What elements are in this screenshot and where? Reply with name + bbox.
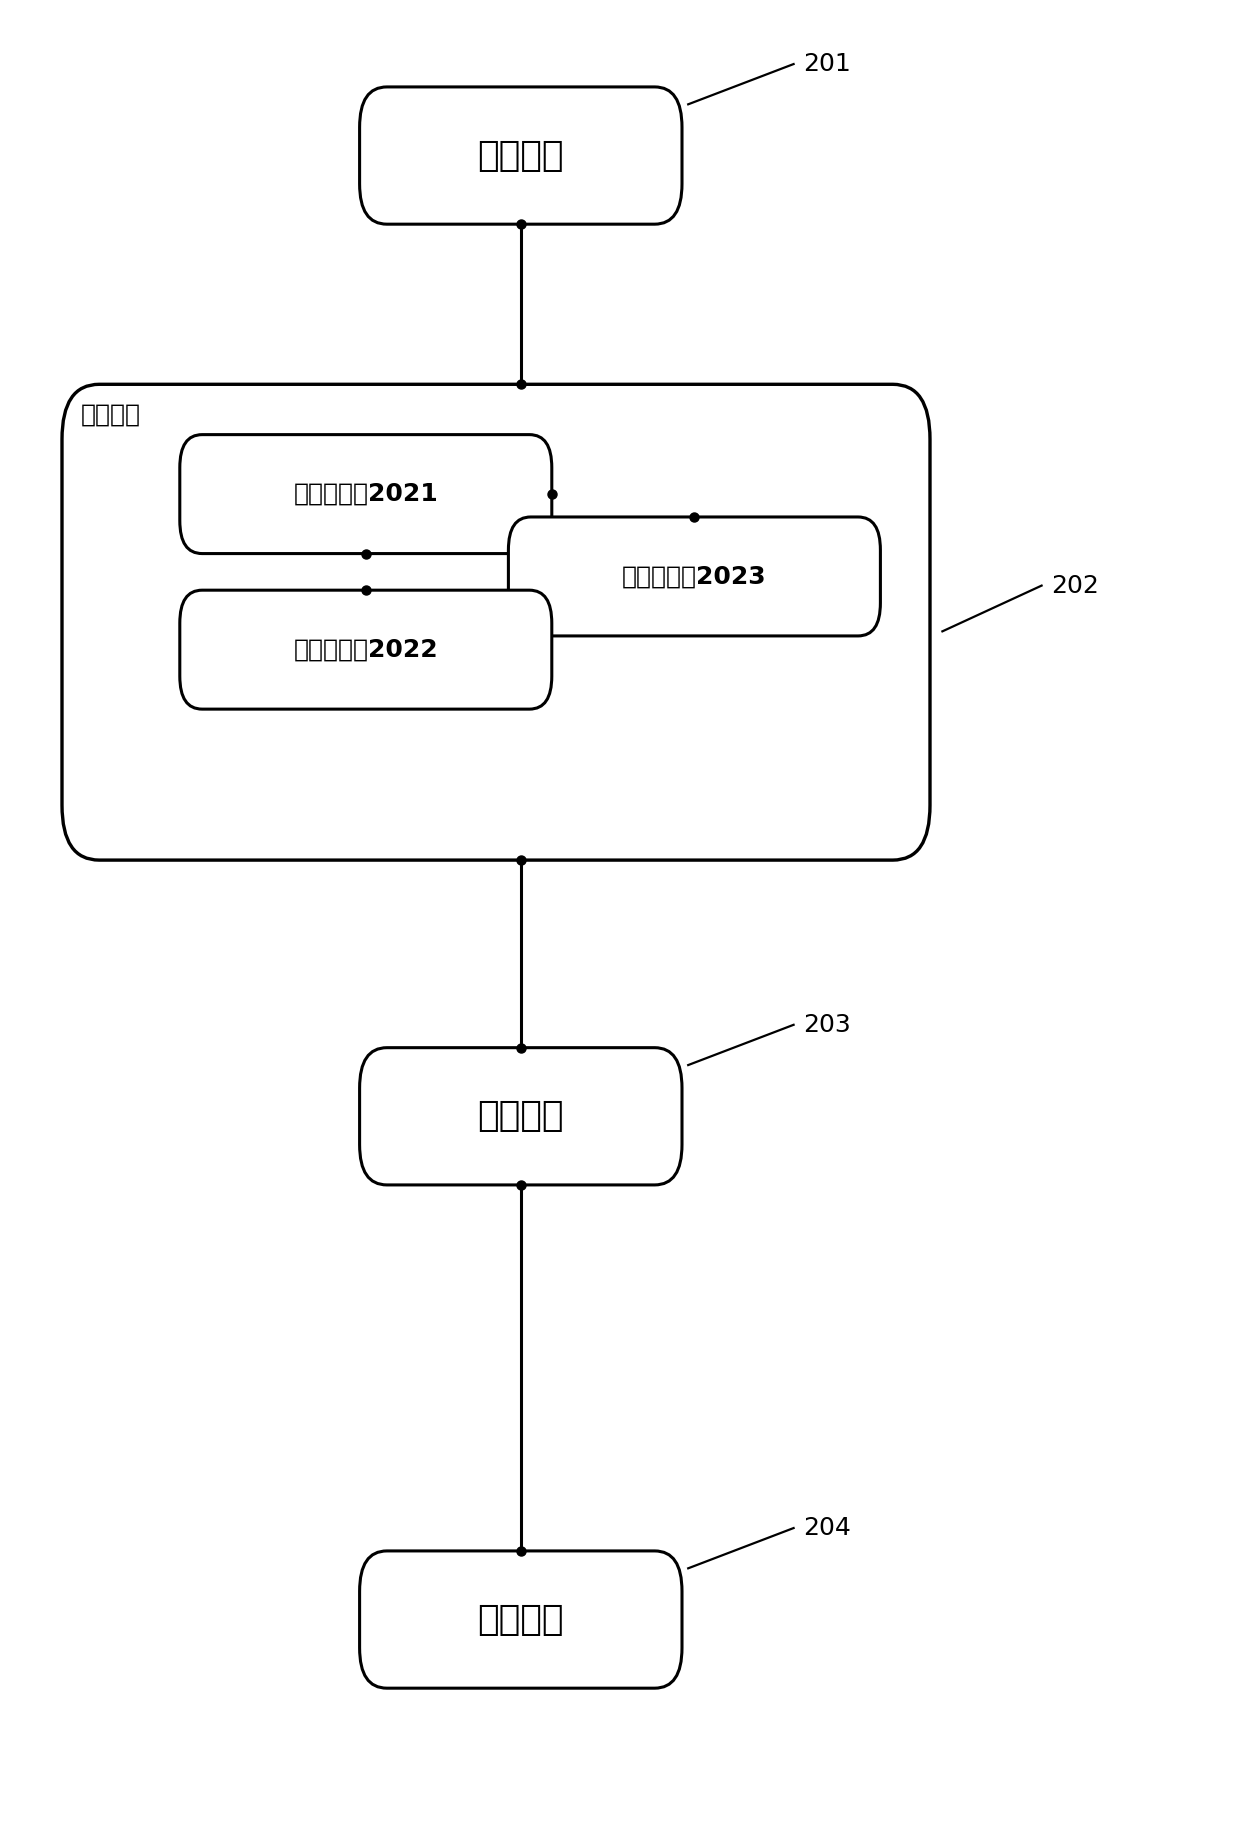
Text: 采样单元: 采样单元 (477, 139, 564, 172)
FancyBboxPatch shape (360, 1047, 682, 1186)
FancyBboxPatch shape (360, 1550, 682, 1687)
Text: 插値单元: 插値单元 (477, 1100, 564, 1133)
FancyBboxPatch shape (180, 589, 552, 708)
FancyBboxPatch shape (180, 436, 552, 553)
Text: 求差单元: 求差单元 (477, 1603, 564, 1636)
FancyBboxPatch shape (360, 86, 682, 223)
Text: 拟合子单兤2021: 拟合子单兤2021 (294, 481, 438, 507)
Text: 201: 201 (804, 51, 852, 77)
Text: 203: 203 (804, 1012, 852, 1038)
FancyBboxPatch shape (508, 516, 880, 637)
FancyBboxPatch shape (62, 384, 930, 860)
Text: 204: 204 (804, 1515, 852, 1541)
Text: 取値子单兤2022: 取値子单兤2022 (294, 637, 438, 662)
Text: 拟合单元: 拟合单元 (81, 403, 140, 426)
Text: 计算子单兤2023: 计算子单兤2023 (622, 564, 766, 589)
Text: 202: 202 (1052, 573, 1100, 598)
